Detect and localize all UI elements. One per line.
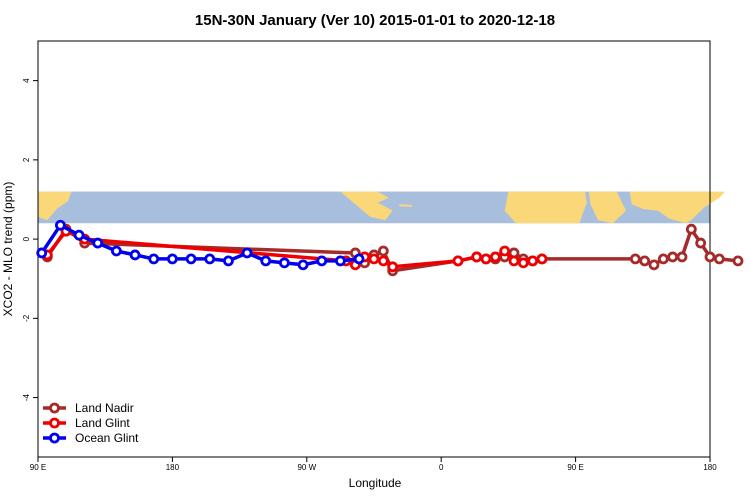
- y-tick-label: 0: [22, 236, 31, 241]
- data-point: [648, 259, 660, 271]
- data-point: [517, 257, 529, 269]
- y-tick-label: 2: [22, 157, 31, 162]
- data-point: [334, 255, 346, 267]
- x-tick-label: 90 W: [297, 463, 316, 472]
- map-land-india: [629, 191, 725, 224]
- map-land-arabia: [588, 191, 626, 224]
- map-land-asia: [38, 191, 72, 221]
- legend-item: Land Glint: [43, 416, 130, 430]
- legend-label: Land Glint: [75, 416, 130, 430]
- x-tick-label: 0: [439, 463, 444, 472]
- data-point: [489, 251, 501, 263]
- data-point: [129, 249, 141, 261]
- y-tick-label: -4: [22, 393, 31, 401]
- legend-swatch-marker: [49, 432, 60, 444]
- data-point: [667, 251, 679, 263]
- chart-title: 15N-30N January (Ver 10) 2015-01-01 to 2…: [195, 12, 555, 29]
- map-band: [38, 191, 725, 224]
- y-tick-label: -2: [22, 314, 31, 322]
- data-point: [732, 255, 744, 267]
- data-point: [92, 237, 104, 249]
- data-point: [55, 219, 66, 231]
- legend-item: Ocean Glint: [43, 431, 139, 445]
- data-point: [185, 253, 197, 265]
- data-point: [657, 253, 669, 265]
- map-land-africa: [504, 191, 587, 224]
- data-point: [471, 251, 483, 263]
- y-axis-label: XCO2 - MLO trend (ppm): [1, 182, 15, 317]
- data-point: [704, 251, 716, 263]
- y-tick-label: 4: [22, 78, 31, 83]
- x-axis: 90 E 180 90 W 0 90 E 180: [30, 457, 717, 472]
- data-point: [695, 237, 707, 249]
- x-axis-label: Longitude: [349, 476, 402, 490]
- data-point: [204, 253, 216, 265]
- legend-swatch-marker: [49, 402, 60, 414]
- data-point: [639, 255, 651, 267]
- data-point: [713, 253, 725, 265]
- data-point: [387, 261, 399, 273]
- data-point: [536, 253, 548, 265]
- series-line: [45, 229, 543, 269]
- data-point: [377, 245, 389, 257]
- data-point: [480, 253, 492, 265]
- data-point: [260, 255, 272, 267]
- data-point: [73, 229, 85, 241]
- map-land: [38, 191, 725, 224]
- map-land-mexico: [340, 191, 393, 221]
- x-tick-label: 90 E: [567, 463, 583, 472]
- data-point: [297, 259, 309, 271]
- legend-swatch-marker: [49, 417, 60, 429]
- data-point: [353, 253, 365, 265]
- data-point: [499, 245, 511, 257]
- data-point: [111, 245, 122, 257]
- legend-item: Land Nadir: [43, 401, 134, 415]
- x-tick-label: 180: [166, 463, 180, 472]
- plot-frame: [37, 40, 711, 458]
- data-point: [676, 251, 688, 263]
- x-tick-label: 180: [703, 463, 717, 472]
- data-point: [452, 255, 464, 267]
- data-point: [685, 223, 697, 235]
- data-point: [166, 253, 178, 265]
- series-layer: [36, 219, 744, 277]
- x-tick-label: 90 E: [30, 463, 46, 472]
- data-point: [629, 253, 641, 265]
- data-point: [241, 247, 253, 259]
- legend-label: Ocean Glint: [75, 431, 139, 445]
- data-point: [148, 253, 160, 265]
- map-land-cuba: [398, 204, 414, 207]
- data-point: [36, 247, 48, 259]
- legend-label: Land Nadir: [75, 401, 134, 415]
- data-point: [377, 255, 389, 267]
- data-point: [222, 255, 234, 267]
- data-point: [278, 257, 290, 269]
- y-axis: -4 -2 0 2 4: [22, 78, 38, 401]
- data-point: [508, 255, 520, 267]
- data-point: [527, 255, 539, 267]
- data-point: [368, 253, 380, 265]
- data-point: [316, 255, 328, 267]
- series-ocean-glint: [36, 219, 365, 271]
